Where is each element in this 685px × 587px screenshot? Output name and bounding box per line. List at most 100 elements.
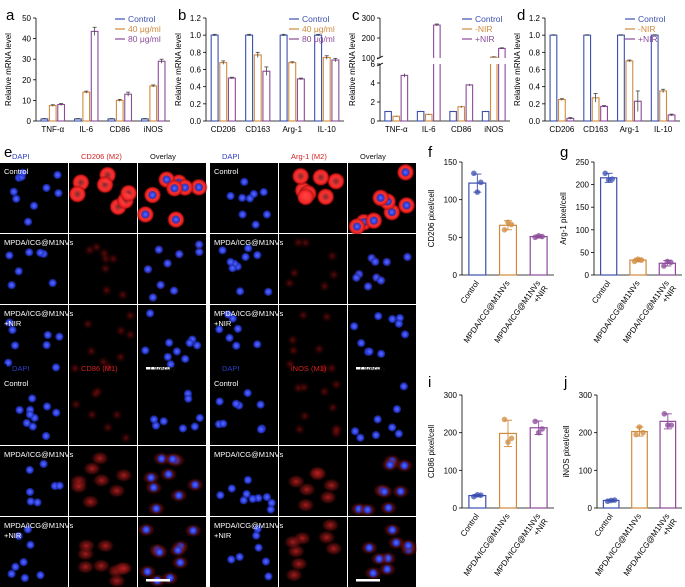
- y-tick-label: 100: [444, 466, 458, 475]
- legend-label: 80 μg/ml: [128, 34, 161, 44]
- nucleus: [262, 210, 272, 219]
- nucleus: [178, 424, 188, 433]
- y-tick-label: 0.4: [190, 83, 202, 92]
- cell-red-faint: [288, 266, 301, 279]
- y-tick-label: 0: [371, 117, 376, 126]
- nucleus: [365, 543, 374, 552]
- nucleus: [352, 273, 361, 282]
- nucleus: [48, 278, 57, 288]
- channel-header: Overlay: [150, 152, 176, 161]
- row-label: +NIR: [4, 531, 22, 540]
- channel-header: DAPI: [222, 152, 240, 161]
- cell-red-glow: [76, 559, 95, 574]
- data-point: [609, 176, 615, 182]
- nucleus: [14, 531, 23, 541]
- cell-red: [95, 175, 114, 194]
- micrograph-tile: [69, 305, 137, 375]
- cell-red-faint: [69, 362, 82, 375]
- y-tick-label: 0.4: [529, 83, 541, 92]
- row-label: MPDA/ICG@M1NVs: [214, 450, 284, 459]
- nucleus: [404, 541, 413, 550]
- bar: [262, 70, 271, 122]
- nucleus: [51, 363, 61, 372]
- legend-label: Control: [128, 14, 156, 24]
- data-point: [508, 435, 515, 442]
- nucleus: [394, 429, 404, 438]
- y-tick-label: 100: [576, 226, 590, 235]
- cell-red-faint: [287, 344, 300, 357]
- data-point: [661, 411, 668, 417]
- y-tick-label: 0: [453, 271, 458, 280]
- nucleus: [171, 215, 181, 224]
- nucleus: [154, 245, 164, 254]
- y-tick-label: 1.0: [190, 31, 202, 40]
- nucleus: [371, 257, 380, 266]
- nucleus: [401, 168, 410, 177]
- micrograph-tile: [0, 446, 68, 516]
- y-tick-label: 40: [22, 35, 31, 44]
- bar: [600, 105, 608, 122]
- nucleus: [227, 484, 236, 493]
- nucleus: [195, 413, 205, 423]
- nucleus: [53, 170, 62, 180]
- panel-label-g: g: [560, 144, 568, 161]
- nucleus: [14, 267, 23, 276]
- channel-header: DAPI: [12, 152, 30, 161]
- y-tick-label: 0.8: [190, 48, 202, 57]
- row-label: MPDA/ICG@M1NVs: [4, 521, 74, 530]
- micrograph-tile: [210, 234, 278, 304]
- x-tick-label: IL-6: [422, 125, 436, 134]
- nucleus: [375, 554, 384, 564]
- nucleus: [243, 475, 253, 485]
- nucleus: [256, 400, 265, 409]
- nucleus: [376, 193, 385, 203]
- data-point: [478, 492, 484, 498]
- tile-background: [279, 234, 347, 304]
- nucleus: [356, 338, 366, 348]
- cell-red-faint: [69, 398, 82, 411]
- nucleus: [184, 394, 193, 403]
- data-point: [505, 439, 511, 445]
- bar: [416, 110, 425, 122]
- nucleus: [385, 460, 395, 470]
- cell-red: [311, 168, 330, 187]
- micrograph-tile: [279, 163, 347, 233]
- data-point: [508, 221, 515, 228]
- axis-break-mark: [376, 55, 384, 60]
- legend-label: Control: [302, 14, 330, 24]
- micrograph-tile: [210, 163, 278, 233]
- x-tick-label: CD163: [583, 125, 608, 134]
- x-tick-label: CD206: [211, 125, 236, 134]
- y-tick-label: 0.0: [190, 117, 202, 126]
- cell-red-faint: [317, 362, 330, 375]
- row-label: Control: [4, 379, 29, 388]
- micrograph-tile: [0, 163, 68, 233]
- cell-red-faint: [97, 355, 110, 368]
- nucleus: [251, 220, 260, 229]
- nucleus: [254, 543, 263, 552]
- nucleus: [227, 555, 236, 564]
- nucleus: [170, 184, 179, 193]
- row-label: Control: [214, 167, 239, 176]
- cell-red-faint: [110, 408, 123, 421]
- y-axis-label: CD86 pixel/cell: [427, 425, 436, 479]
- x-tick-label: CD163: [245, 125, 270, 134]
- micrograph-tile: [138, 305, 206, 375]
- y-tick-label: 300: [362, 14, 376, 23]
- bar: [124, 93, 133, 122]
- nucleus: [24, 248, 34, 257]
- bar: [245, 34, 254, 122]
- micrograph-tile: [69, 446, 137, 516]
- nucleus: [226, 257, 235, 267]
- y-tick-label: 100: [362, 54, 376, 63]
- legend-label: 40 μg/ml: [302, 24, 335, 34]
- micrograph-tile: [348, 305, 416, 375]
- nucleus: [349, 322, 359, 331]
- cell-red-glow: [321, 518, 340, 533]
- nucleus: [36, 570, 45, 580]
- cell-red-faint: [284, 358, 297, 371]
- y-tick-label: 50: [22, 14, 31, 23]
